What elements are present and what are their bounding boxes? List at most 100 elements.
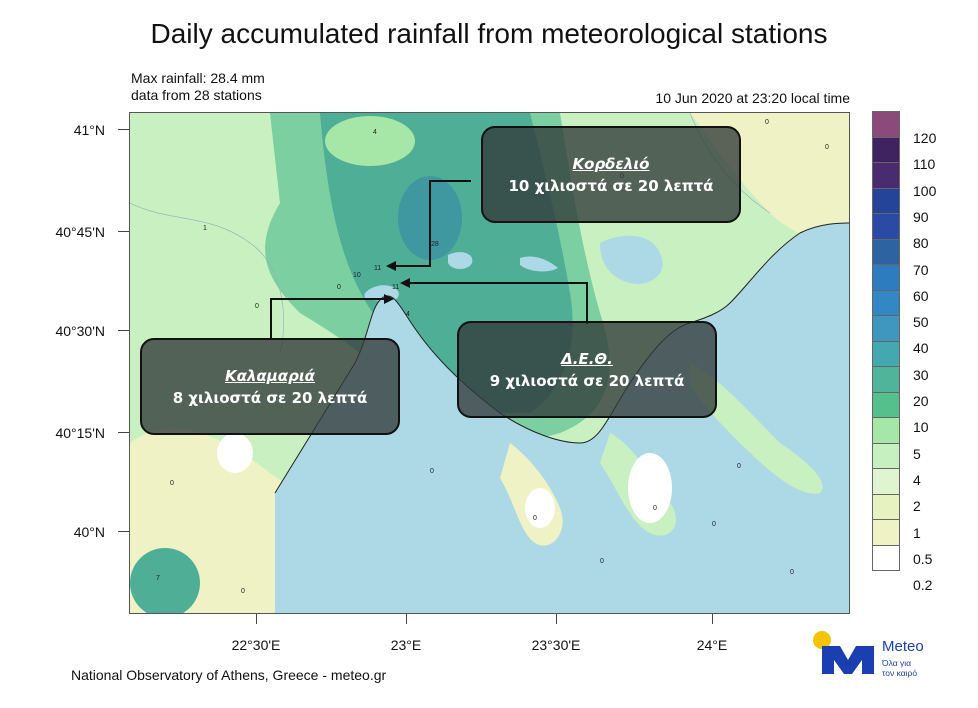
callout-deth-place: Δ.Ε.Θ. [561, 349, 613, 368]
max-rainfall-text: Max rainfall: 28.4 mm [131, 70, 265, 86]
lon-tick-24 [712, 614, 713, 624]
legend-swatch [872, 468, 900, 495]
legend-swatch [872, 366, 900, 393]
lat-tick-40 [118, 531, 129, 532]
arrow-kalamaria [270, 298, 388, 339]
meteo-slogan: Όλα για τον καιρό [882, 658, 917, 678]
legend-swatch [872, 315, 900, 342]
stations-count-text: data from 28 stations [131, 87, 262, 103]
lon-label-2230: 22°30'E [231, 637, 281, 653]
timestamp-text: 10 Jun 2020 at 23:20 local time [655, 90, 850, 106]
callout-arrows [270, 180, 588, 339]
meteo-slogan-line1: Όλα για [882, 658, 912, 668]
meteo-logo: Meteo Όλα για τον καιρό [810, 630, 940, 680]
station-value: 0 [737, 463, 741, 470]
callout-kordelio-text: 10 χιλιοστά σε 20 λεπτά [508, 176, 714, 195]
legend-label: 90 [913, 208, 929, 225]
lat-tick-4045 [118, 231, 129, 232]
lat-tick-4030 [118, 330, 129, 331]
station-value: 0 [825, 144, 829, 151]
meteo-logo-icon [813, 631, 874, 674]
legend-swatch [872, 187, 900, 214]
station-value: 0 [255, 303, 259, 310]
legend-label: 0.2 [913, 577, 933, 594]
map-title: Daily accumulated rainfall from meteorol… [150, 18, 828, 49]
station-value: 28 [431, 241, 439, 248]
lat-label-4030: 40°30'N [55, 323, 105, 339]
legend-label: 1 [913, 524, 921, 541]
callout-kordelio: Κορδελιό 10 χιλιοστά σε 20 λεπτά [481, 126, 741, 223]
legend-swatch [872, 417, 900, 444]
callout-kordelio-place: Κορδελιό [572, 154, 650, 173]
legend-swatch [872, 111, 900, 138]
legend-swatch [872, 340, 900, 367]
arrow-deth [406, 282, 588, 324]
station-value: 0 [653, 505, 657, 512]
legend-swatch [872, 213, 900, 240]
lon-tick-2230 [256, 614, 257, 624]
legend-swatch [872, 544, 900, 571]
station-value: 0 [600, 558, 604, 565]
arrow-kordelio [392, 180, 471, 267]
lon-label-23: 23°E [390, 637, 422, 653]
station-value: 4 [373, 129, 377, 136]
lat-label-41: 41°N [73, 122, 105, 138]
callout-kalamaria-text: 8 χιλιοστά σε 20 λεπτά [172, 388, 368, 407]
lon-tick-23 [406, 614, 407, 624]
arrowhead-deth [400, 278, 410, 288]
callout-deth-text: 9 χιλιοστά σε 20 λεπτά [489, 371, 685, 390]
legend-swatch [872, 238, 900, 265]
legend-label: 70 [913, 261, 929, 278]
legend-label: 10 [913, 419, 929, 436]
rain-light-cell-north [325, 116, 415, 166]
station-value: 7 [156, 575, 160, 582]
lat-label-4045: 40°45'N [55, 224, 105, 240]
arrow-heads [384, 261, 410, 304]
lat-label-4015: 40°15'N [55, 425, 105, 441]
station-value: 0 [170, 480, 174, 487]
legend-swatch [872, 136, 900, 163]
legend-label: 4 [913, 471, 921, 488]
legend-swatch [872, 391, 900, 418]
legend-swatch [872, 289, 900, 316]
station-value: 4 [406, 311, 410, 318]
legend-label: 20 [913, 393, 929, 409]
pieria-zero-area [217, 433, 253, 473]
station-value: 10 [353, 272, 361, 279]
legend-label: 60 [913, 287, 929, 304]
lon-tick-2330 [556, 614, 557, 624]
meteo-brand-text: Meteo [882, 638, 924, 655]
callout-kalamaria: Καλαμαριά 8 χιλιοστά σε 20 λεπτά [140, 338, 400, 435]
lake-volvi-2 [520, 256, 558, 272]
arrowhead-kordelio [386, 261, 396, 271]
legend-label: 120 [913, 130, 937, 146]
lat-tick-4015 [118, 432, 129, 433]
lon-label-2330: 23°30'E [531, 637, 581, 653]
legend-label: 50 [913, 314, 929, 331]
arrowhead-kalamaria [384, 294, 394, 304]
station-value: 0 [790, 569, 794, 576]
station-value: 0 [533, 515, 537, 522]
station-value: 0 [765, 119, 769, 126]
lake-koronia [448, 252, 473, 269]
lake-volvi [600, 235, 663, 284]
athos-peninsula [690, 363, 823, 494]
station-value: 11 [392, 284, 400, 291]
lon-label-24: 24°E [696, 637, 728, 653]
kassandra-zero-area [525, 488, 555, 528]
legend-swatch [872, 162, 900, 189]
legend-label: 0.5 [913, 550, 933, 567]
legend-label: 2 [913, 498, 921, 515]
rainfall-legend [872, 111, 900, 571]
callout-kalamaria-place: Καλαμαριά [225, 366, 315, 385]
station-value: 1 [203, 225, 207, 232]
legend-label: 5 [913, 445, 921, 462]
legend-label: 80 [913, 235, 929, 252]
legend-label: 30 [913, 366, 929, 383]
station-value: 0 [337, 284, 341, 291]
station-value: 0 [712, 521, 716, 528]
station-value: 0 [430, 468, 434, 475]
rain-cell-southwest [130, 548, 200, 613]
legend-swatch [872, 442, 900, 469]
station-value: 0 [241, 588, 245, 595]
